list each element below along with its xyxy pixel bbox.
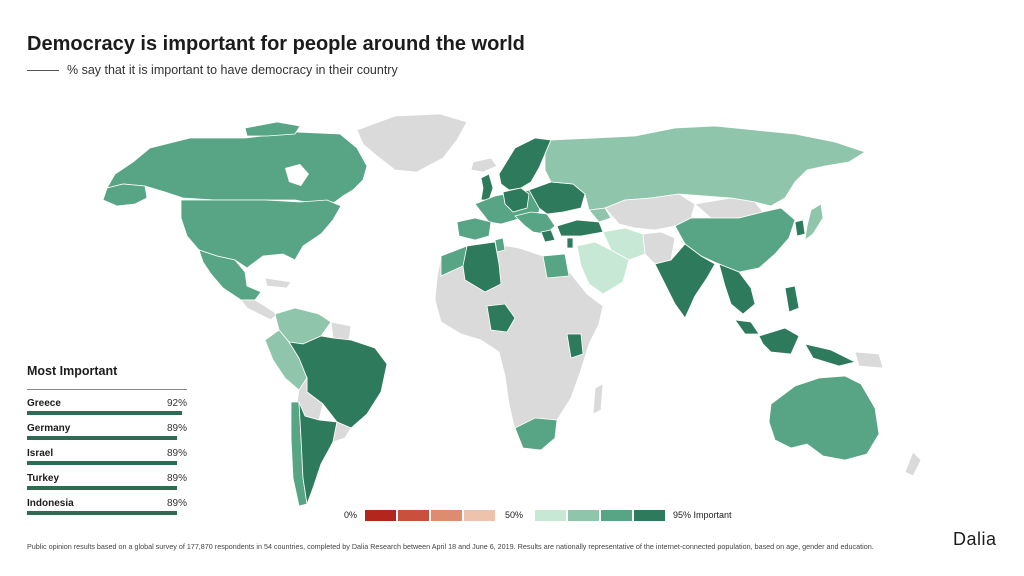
ranking-bar-track [27,511,187,515]
region-argentina [298,401,338,506]
region-russia [544,125,866,211]
ranking-bar-track [27,411,187,415]
footnote: Public opinion results based on a global… [27,542,874,551]
ranking-bar [27,436,177,440]
region-uk [480,173,494,201]
region-malaysia [734,319,760,335]
ranking-title: Most Important [27,364,118,378]
ranking-bar-track [27,436,187,440]
legend-swatch-red-2 [398,509,430,521]
legend-swatch-red-3 [431,509,463,521]
ranking-item-name: Greece [27,398,61,409]
subtitle-rule [27,69,59,71]
ranking-item-name: Turkey [27,473,60,484]
region-usa [180,199,342,269]
ranking-item-value: 89% [166,498,187,509]
legend-swatch-green-4 [634,509,666,521]
region-papua [854,351,884,369]
region-canada-arctic [244,121,301,137]
chart-title: Democracy is important for people around… [27,33,525,55]
region-greenland [356,113,468,173]
ranking-item: Greece 92% [27,398,187,423]
legend-swatch-green-2 [568,509,600,521]
region-korea [794,219,806,237]
ranking-bar-track [27,461,187,465]
brand-logo: Dalia [953,529,997,549]
legend-swatch-green-1 [535,509,567,521]
region-madagascar [592,383,604,415]
ranking-item-name: Germany [27,423,71,434]
ranking-item: Indonesia 89% [27,498,187,523]
legend-mid-label: 50% [505,510,524,520]
region-tunisia [494,237,506,253]
region-pakistan [642,231,676,265]
region-iberia [456,217,492,241]
region-indonesia [758,327,800,355]
color-legend: 0% 50% 95% Important [344,509,732,521]
ranking-panel: Most Important Greece 92% Germany 89% Israel… [27,364,187,523]
region-philippines [784,285,800,313]
legend-swatch-red-4 [464,509,496,521]
region-new-zealand [904,451,922,477]
ranking-bar [27,411,182,415]
subtitle-row: % say that it is important to have democ… [27,63,398,77]
region-australia [768,375,880,461]
ranking-item: Israel 89% [27,448,187,473]
region-kenya [566,333,584,359]
ranking-bar [27,486,177,490]
ranking-item-name: Israel [27,448,54,459]
region-saudi [576,241,630,295]
region-central-america [240,299,278,321]
region-japan [804,203,824,241]
ranking-list: Greece 92% Germany 89% Israel 89% Turkey 89% Ind… [27,398,187,523]
region-uruguay [332,421,352,443]
region-south-africa [514,417,558,451]
region-greece [540,229,556,243]
region-germany [502,187,530,213]
region-caribbean [264,277,292,289]
region-guianas [330,321,352,341]
region-iceland [470,157,498,173]
region-alaska [102,183,148,207]
legend-swatch-green-3 [601,509,633,521]
region-nigeria [486,303,516,333]
ranking-item-value: 89% [166,448,187,459]
ranking-item-name: Indonesia [27,498,74,509]
region-turkey [556,219,604,237]
region-israel [566,237,574,249]
ranking-item-value: 89% [166,423,187,434]
region-egypt [542,253,570,279]
ranking-bar [27,511,177,515]
region-mexico [198,249,262,301]
ranking-item: Turkey 89% [27,473,187,498]
region-hudson-bay [285,164,309,186]
ranking-item-value: 89% [166,473,187,484]
ranking-item: Germany 89% [27,423,187,448]
region-india [654,243,716,319]
ranking-item-value: 92% [166,398,187,409]
legend-swatch-red-1 [365,509,397,521]
region-scandinavia [498,137,552,191]
region-indonesia-east [804,343,857,367]
region-se-asia [718,263,756,315]
region-china [674,207,796,273]
legend-max-label: 95% Important [673,510,732,520]
ranking-rule [27,389,187,390]
legend-min-label: 0% [344,510,358,520]
ranking-bar-track [27,486,187,490]
chart-subtitle: % say that it is important to have democ… [67,63,398,77]
world-map [102,113,922,507]
ranking-bar [27,461,177,465]
